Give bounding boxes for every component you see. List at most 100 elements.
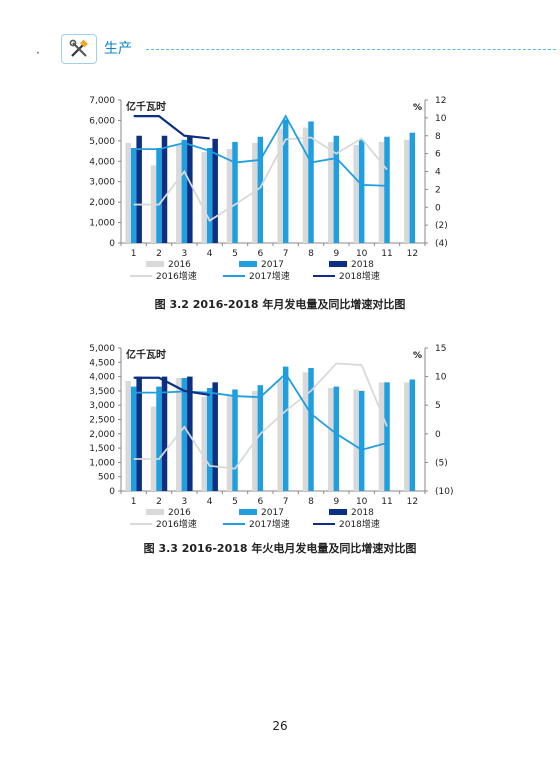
x-tick-label: 2 <box>156 497 162 507</box>
bar-2016-2 <box>150 406 157 491</box>
x-tick-label: 3 <box>181 497 187 507</box>
legend-label: 2017增速 <box>249 270 290 282</box>
x-tick-label: 6 <box>257 497 263 507</box>
legend-label: 2018增速 <box>339 270 380 282</box>
bar-2017-1 <box>130 386 137 491</box>
left-tick-label: 500 <box>98 473 115 483</box>
legend-label: 2018增速 <box>339 518 380 530</box>
bar-2016-3 <box>176 144 182 243</box>
bar-2017-5 <box>232 141 238 243</box>
legend-swatch-2017 <box>239 261 257 267</box>
bar-2018-2 <box>161 376 168 491</box>
left-tick-label: 4,500 <box>89 358 115 368</box>
left-tick-label: 6,000 <box>89 116 115 126</box>
right-tick-label: 8 <box>435 132 441 142</box>
bar-2016-4 <box>201 396 207 491</box>
bar-2016-5 <box>226 395 233 491</box>
x-tick-label: 10 <box>356 249 368 259</box>
line-2017增速 <box>133 372 388 451</box>
right-tick-label: (5) <box>435 458 448 468</box>
right-axis-label: % <box>413 103 422 113</box>
bar-2016-10 <box>353 144 359 243</box>
line-2018增速 <box>133 376 210 396</box>
bar-2017-3 <box>181 378 188 491</box>
right-tick-label: 0 <box>435 203 441 213</box>
line-2016增速 <box>133 362 388 470</box>
bar-2017-6 <box>257 136 264 243</box>
bar-2016-7 <box>277 128 283 243</box>
legend-label: 2016 <box>168 260 191 270</box>
bar-2018-1 <box>136 376 142 491</box>
left-tick-label: 3,500 <box>89 387 115 397</box>
right-tick-label: 4 <box>435 168 441 178</box>
right-tick-label: 6 <box>435 150 441 160</box>
bar-2016-11 <box>378 382 385 491</box>
left-tick-label: 3,000 <box>89 178 115 188</box>
x-tick-label: 8 <box>308 497 314 507</box>
bar-2016-7 <box>277 379 283 491</box>
bar-2017-4 <box>206 148 213 243</box>
bar-2016-4 <box>201 152 207 243</box>
legend-swatch-2016 <box>146 261 164 267</box>
bar-2017-9 <box>333 135 340 243</box>
legend-swatch-2016 <box>146 509 164 515</box>
bar-2016-12 <box>404 382 410 491</box>
x-tick-label: 1 <box>131 497 137 507</box>
bar-2016-8 <box>302 127 309 243</box>
x-tick-label: 1 <box>131 249 137 259</box>
right-tick-label: 0 <box>435 430 441 440</box>
bar-2017-10 <box>358 390 365 491</box>
page-number: 26 <box>272 719 288 733</box>
chart-caption-2: 图 3.3 2016-2018 年火电月发电量及同比增速对比图 <box>143 542 417 555</box>
bar-2017-9 <box>333 386 340 491</box>
legend-swatch-2018 <box>329 509 347 515</box>
bar-2017-2 <box>156 148 162 243</box>
bar-2017-3 <box>181 139 188 243</box>
right-tick-label: 10 <box>435 373 447 383</box>
bar-2016-10 <box>353 389 359 491</box>
bar-2017-10 <box>358 139 365 243</box>
left-tick-label: 1,000 <box>89 219 115 229</box>
legend-label: 2016增速 <box>156 270 197 282</box>
left-tick-label: 2,000 <box>89 198 115 208</box>
chart-caption-1: 图 3.2 2016-2018 年月发电量及同比增速对比图 <box>154 298 406 311</box>
bar-2017-11 <box>384 382 390 491</box>
bar-2017-1 <box>130 148 137 243</box>
left-tick-label: 5,000 <box>89 137 115 147</box>
bar-2016-9 <box>328 141 334 243</box>
x-tick-label: 12 <box>407 249 418 259</box>
bar-2018-3 <box>187 135 193 243</box>
x-tick-label: 8 <box>308 249 314 259</box>
bar-2016-11 <box>378 141 385 243</box>
bar-2016-8 <box>302 372 309 491</box>
thermal-generation-chart: 0 500 1,000 1,500 2,000 2,500 3,000 3,500 4,000 4… <box>89 344 453 530</box>
line-2016增速 <box>133 136 388 222</box>
bar-2017-4 <box>206 388 213 491</box>
left-tick-label: 1,000 <box>89 458 115 468</box>
bar-2016-1 <box>125 142 131 243</box>
bar-2017-7 <box>282 119 289 243</box>
legend-swatch-2017 <box>239 509 257 515</box>
bar-2017-2 <box>156 386 162 491</box>
x-tick-label: 7 <box>283 249 289 259</box>
bar-2016-12 <box>404 139 410 243</box>
right-tick-label: 2 <box>435 185 441 195</box>
x-tick-label: 9 <box>333 249 339 259</box>
right-axis-label: % <box>413 351 422 361</box>
x-tick-label: 5 <box>232 249 238 259</box>
left-tick-label: 5,000 <box>89 344 115 354</box>
x-tick-label: 2 <box>156 249 162 259</box>
right-tick-label: 10 <box>435 114 447 124</box>
left-tick-label: 4,000 <box>89 157 115 167</box>
bullet-dot: · <box>36 46 40 60</box>
x-tick-label: 3 <box>181 249 187 259</box>
bar-2016-1 <box>125 380 131 491</box>
x-tick-label: 9 <box>333 497 339 507</box>
left-tick-label: 0 <box>109 487 115 497</box>
bar-2018-1 <box>136 135 142 243</box>
right-tick-label: 5 <box>435 401 441 411</box>
right-tick-label: (4) <box>435 239 448 249</box>
bar-2017-12 <box>409 132 416 243</box>
x-tick-label: 12 <box>407 497 418 507</box>
bar-2017-7 <box>282 366 289 491</box>
